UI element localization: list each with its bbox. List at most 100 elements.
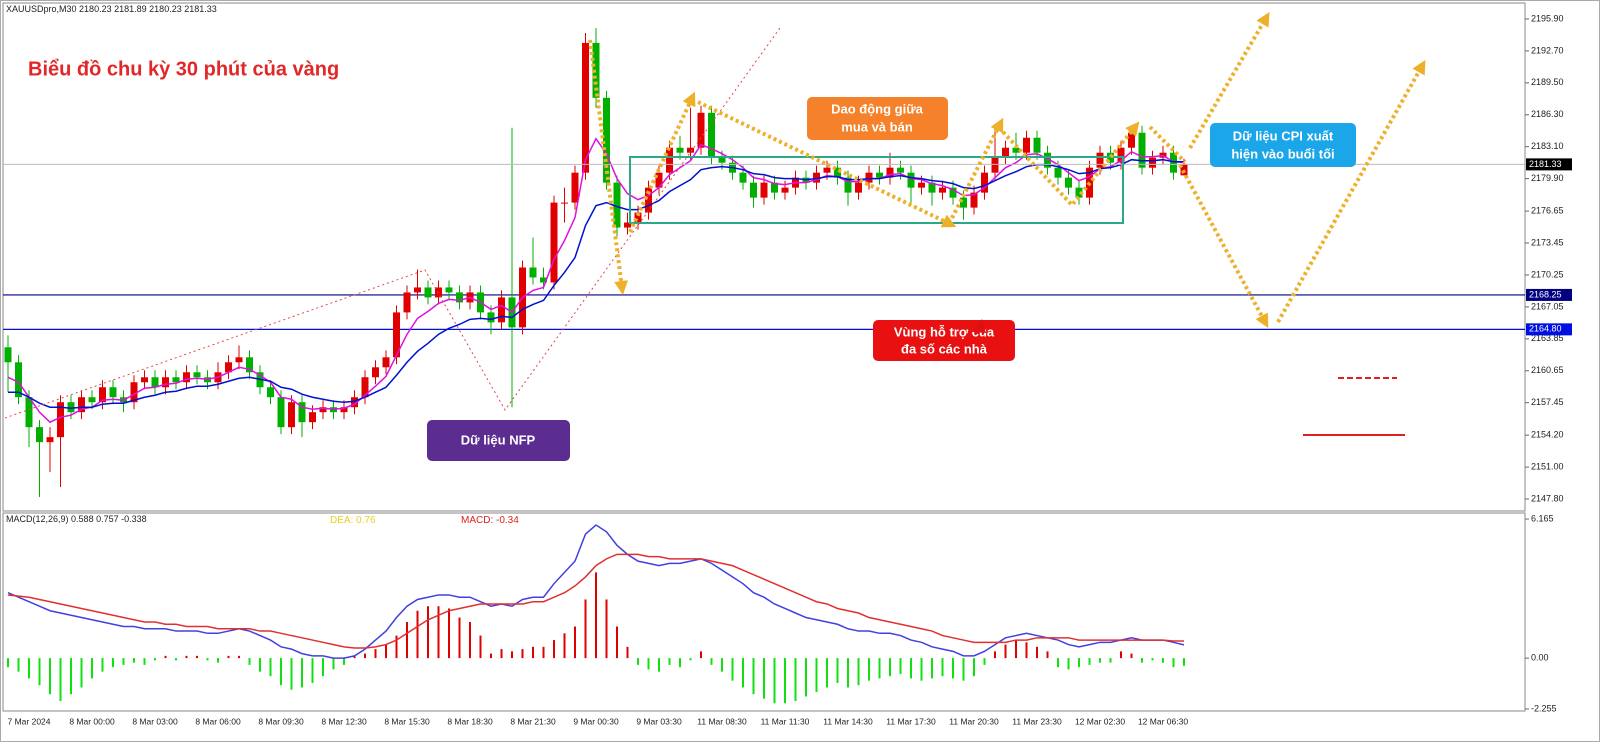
histogram-bar	[175, 658, 177, 661]
histogram-bar	[374, 649, 377, 659]
histogram-bar	[1172, 658, 1175, 668]
histogram-bar	[920, 658, 923, 681]
histogram-bar	[815, 658, 818, 692]
x-tick-label: 9 Mar 03:30	[636, 716, 682, 726]
histogram-bar	[164, 655, 167, 659]
range-label: Dao động giữa mua và bán	[807, 97, 948, 140]
histogram-bar	[731, 658, 734, 681]
y-tick-label: 2186.30	[1531, 109, 1564, 119]
histogram-bar	[196, 655, 198, 659]
price-tag	[1526, 323, 1572, 336]
histogram-bar	[91, 658, 93, 679]
candle-body	[36, 427, 43, 443]
histogram-bar	[574, 626, 576, 659]
candle-body	[603, 97, 610, 183]
candle-body	[309, 412, 316, 423]
candle-body	[78, 397, 85, 413]
candle-body	[613, 182, 621, 228]
candle-body	[687, 147, 694, 153]
candle-body	[750, 182, 757, 198]
nfp-box-bg	[427, 420, 570, 461]
x-tick-label: 9 Mar 00:30	[573, 716, 619, 726]
histogram-bar	[1067, 658, 1070, 670]
candle-body	[46, 437, 54, 443]
y-tick-label: 2173.45	[1531, 237, 1564, 247]
histogram-bar	[511, 651, 513, 659]
histogram-bar	[332, 658, 335, 670]
histogram-bar	[1099, 658, 1101, 663]
x-tick-label: 12 Mar 02:30	[1075, 716, 1125, 726]
candle-body	[540, 277, 547, 283]
candle-body	[130, 382, 138, 403]
histogram-bar	[112, 658, 114, 668]
x-tick-label: 11 Mar 14:30	[823, 716, 873, 726]
macd-readout-value: -0.34	[496, 515, 519, 526]
histogram-bar	[290, 658, 293, 690]
candle-body	[193, 372, 201, 378]
histogram-bar	[637, 658, 639, 665]
histogram-bar	[857, 658, 860, 686]
histogram-bar	[1004, 644, 1007, 659]
candle-body	[351, 397, 358, 408]
candle-body	[771, 182, 778, 193]
histogram-bar	[238, 655, 240, 659]
dea-readout: DEA: 0.76	[330, 515, 376, 526]
symbol-header: XAUUSDpro,M30 2180.23 2181.89 2180.23 21…	[6, 4, 217, 14]
candle-body	[529, 267, 537, 278]
histogram-bar	[889, 658, 891, 677]
histogram-bar	[878, 658, 881, 679]
arrow	[697, 100, 957, 228]
histogram-bar	[1025, 642, 1028, 659]
candle-body	[708, 112, 715, 158]
histogram-bar	[416, 610, 419, 659]
candle-body	[25, 397, 33, 428]
candle-body	[340, 407, 348, 413]
histogram-bar	[133, 658, 135, 663]
histogram-bar	[899, 658, 902, 674]
x-tick-label: 8 Mar 09:30	[258, 716, 304, 726]
histogram-bar	[700, 651, 702, 659]
histogram-bar	[217, 658, 219, 663]
plot: 2195.90 2192.70 2189.50 2186.30 2183.10 2179.…	[3, 13, 1572, 726]
histogram-bar	[794, 658, 797, 701]
candle-body	[151, 377, 159, 388]
histogram-bar	[248, 658, 251, 665]
high-value: 2181.89	[114, 4, 147, 14]
candle-body	[550, 202, 558, 283]
histogram-bar	[710, 658, 713, 665]
signal-line	[7, 553, 1185, 649]
histogram-bar	[679, 658, 681, 668]
histogram-bar	[500, 649, 503, 659]
macd-header: MACD(12,26,9) 0.588 0.757 -0.338	[6, 514, 147, 524]
candle-body	[1065, 177, 1072, 188]
candle-body	[393, 312, 400, 358]
histogram-bar	[1183, 658, 1185, 666]
arrow	[1148, 125, 1187, 164]
candle-body	[718, 157, 726, 163]
histogram-bar	[616, 626, 618, 659]
histogram-bar	[826, 658, 828, 688]
histogram-bar	[259, 658, 261, 672]
candle-body	[571, 172, 579, 203]
cpi-text: Dữ liệu CPI xuất	[1233, 128, 1334, 143]
candle-body	[267, 387, 274, 398]
histogram-bar	[658, 658, 660, 672]
candle-body	[435, 287, 442, 298]
histogram-bar	[983, 658, 986, 665]
macd-name: MACD(12,26,9)	[6, 514, 69, 524]
histogram-bar	[994, 651, 996, 659]
histogram-bar	[343, 658, 345, 665]
x-tick-label: 11 Mar 20:30	[949, 716, 999, 726]
range-text: mua và bán	[841, 119, 913, 134]
candle-body	[1044, 152, 1051, 168]
x-tick-label: 7 Mar 2024	[8, 716, 51, 726]
y-tick-label: 2163.85	[1531, 333, 1564, 343]
candle-body	[319, 407, 327, 413]
price-tag-label: 2164.80	[1529, 324, 1562, 334]
y-tick-label: 0.00	[1531, 652, 1549, 662]
trend-line	[4, 27, 781, 419]
candle-body	[246, 357, 253, 373]
candle-body	[897, 167, 904, 173]
